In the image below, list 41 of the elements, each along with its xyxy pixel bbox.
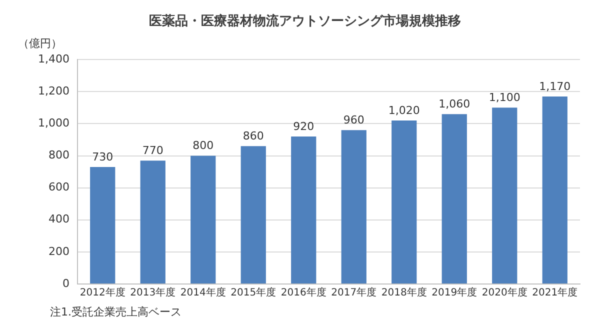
data-label: 1,100 bbox=[488, 91, 520, 104]
y-tick-label: 0 bbox=[62, 276, 70, 290]
x-tick-label: 2020年度 bbox=[482, 286, 528, 299]
y-tick-label: 400 bbox=[48, 212, 70, 226]
data-label: 920 bbox=[293, 120, 314, 133]
data-label: 770 bbox=[142, 144, 164, 157]
bar bbox=[90, 166, 116, 284]
x-tick-label: 2017年度 bbox=[331, 286, 377, 299]
y-tick-label: 200 bbox=[48, 244, 70, 258]
y-tick-label: 1,200 bbox=[38, 84, 70, 98]
data-label: 800 bbox=[192, 139, 214, 152]
x-tick-label: 2013年度 bbox=[130, 286, 176, 299]
x-tick-label: 2021年度 bbox=[532, 286, 578, 299]
data-label: 1,170 bbox=[539, 80, 571, 93]
bar bbox=[492, 108, 518, 284]
y-tick-label: 800 bbox=[48, 148, 70, 162]
data-label: 1,060 bbox=[438, 97, 470, 110]
bar bbox=[240, 146, 266, 284]
x-tick-label: 2016年度 bbox=[280, 286, 326, 299]
bar bbox=[442, 114, 467, 284]
text: 注1.受託企業売上高ベース bbox=[50, 305, 182, 318]
y-tick-label: 1,400 bbox=[38, 52, 70, 66]
chart-title: 医薬品・医療器材物流アウトソーシング市場規模推移 bbox=[149, 13, 461, 30]
x-tick-label: 2014年度 bbox=[180, 286, 226, 299]
y-tick-label: 1,000 bbox=[38, 116, 70, 130]
x-tick-label: 2015年度 bbox=[230, 286, 276, 299]
bar bbox=[190, 156, 216, 284]
x-tick-label: 2012年度 bbox=[80, 286, 126, 299]
bar bbox=[392, 120, 417, 284]
data-label: 1,020 bbox=[388, 104, 420, 117]
x-tick-label: 2018年度 bbox=[381, 286, 427, 299]
bar bbox=[140, 160, 166, 284]
x-tick-label: 2019年度 bbox=[432, 286, 478, 299]
bar bbox=[542, 96, 568, 284]
y-axis-title: （億円） bbox=[18, 36, 62, 50]
y-tick-label: 600 bbox=[48, 180, 70, 194]
data-label: 960 bbox=[343, 113, 364, 126]
data-label: 730 bbox=[92, 150, 114, 164]
bar bbox=[341, 130, 366, 284]
bar bbox=[291, 136, 316, 284]
data-label: 860 bbox=[242, 130, 264, 143]
